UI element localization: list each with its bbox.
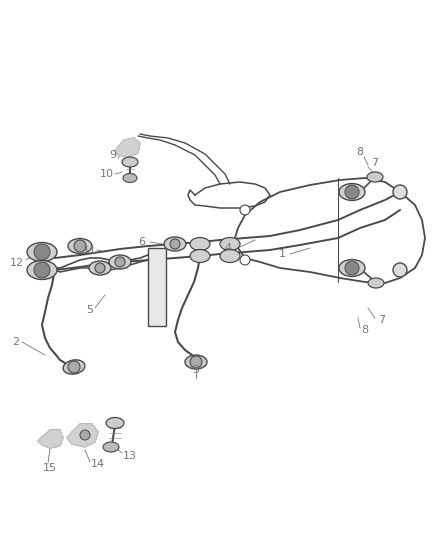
Text: 9: 9 (110, 150, 117, 160)
Text: 15: 15 (43, 463, 57, 473)
Text: 7: 7 (371, 158, 378, 168)
Ellipse shape (122, 157, 138, 167)
Text: 8: 8 (357, 147, 364, 157)
Text: 6: 6 (138, 237, 145, 247)
Text: 1: 1 (279, 249, 286, 259)
Ellipse shape (123, 174, 137, 182)
Ellipse shape (220, 238, 240, 251)
Bar (148, 248, 166, 326)
Circle shape (34, 244, 50, 260)
Text: 10: 10 (100, 169, 114, 179)
Circle shape (393, 185, 407, 199)
Text: 3: 3 (192, 365, 199, 375)
Ellipse shape (103, 442, 119, 452)
Polygon shape (38, 430, 63, 448)
Ellipse shape (68, 238, 92, 254)
Text: 8: 8 (361, 325, 368, 335)
Circle shape (345, 261, 359, 275)
Circle shape (240, 255, 250, 265)
Text: 12: 12 (10, 258, 24, 268)
Circle shape (393, 263, 407, 277)
Circle shape (345, 185, 359, 199)
Polygon shape (67, 424, 98, 447)
Circle shape (190, 356, 202, 368)
Ellipse shape (164, 237, 186, 251)
Text: 13: 13 (123, 451, 137, 461)
Circle shape (240, 205, 250, 215)
Ellipse shape (339, 260, 365, 277)
Ellipse shape (190, 249, 210, 262)
Ellipse shape (190, 238, 210, 251)
Text: 4: 4 (224, 243, 232, 253)
Circle shape (95, 263, 105, 273)
Circle shape (34, 262, 50, 278)
Ellipse shape (106, 417, 124, 429)
Ellipse shape (63, 360, 85, 374)
Ellipse shape (89, 261, 111, 275)
Polygon shape (115, 138, 140, 157)
Ellipse shape (109, 255, 131, 269)
Ellipse shape (339, 183, 365, 200)
Circle shape (68, 361, 80, 373)
Ellipse shape (27, 261, 57, 279)
Circle shape (170, 239, 180, 249)
Text: 2: 2 (12, 337, 20, 347)
Ellipse shape (368, 278, 384, 288)
Text: 11: 11 (83, 245, 97, 255)
Text: 7: 7 (378, 315, 385, 325)
Circle shape (80, 430, 90, 440)
Text: 5: 5 (86, 305, 93, 315)
Circle shape (74, 240, 86, 252)
Text: 14: 14 (91, 459, 105, 469)
Ellipse shape (220, 249, 240, 262)
Ellipse shape (27, 243, 57, 262)
Ellipse shape (367, 172, 383, 182)
Ellipse shape (185, 355, 207, 369)
Circle shape (115, 257, 125, 267)
